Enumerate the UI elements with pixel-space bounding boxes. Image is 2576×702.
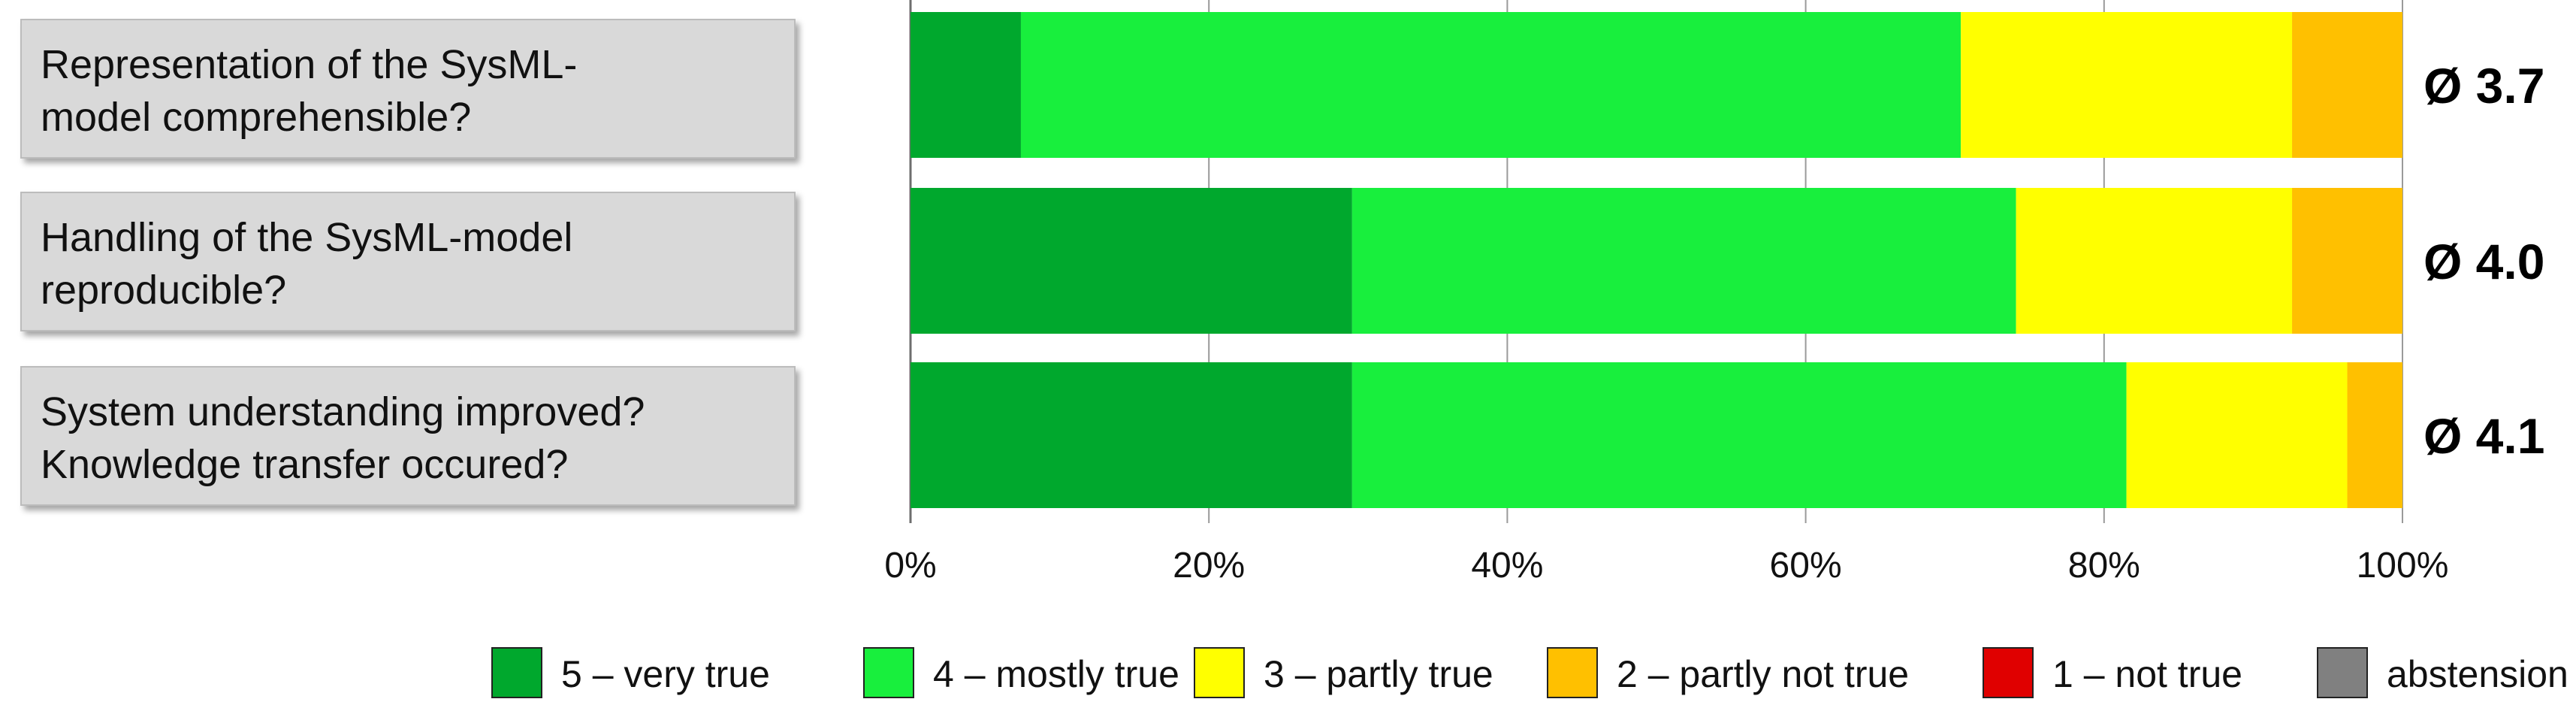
question-label: System understanding improved? [41, 389, 645, 434]
question-box: Representation of the SysML-model compre… [20, 19, 796, 159]
average-score: Ø 3.7 [2423, 58, 2544, 113]
bar-segment [911, 12, 1021, 158]
legend-item: 2 – partly not true [1547, 647, 1909, 698]
bar-segment [1351, 188, 2016, 334]
legend-swatch [1983, 647, 2034, 698]
legend-label: 2 – partly not true [1617, 653, 1909, 695]
average-labels: Ø 3.7 Ø 4.0 Ø 4.1 [2423, 58, 2544, 464]
question-box-background [20, 19, 796, 159]
bar-segment [2292, 12, 2402, 158]
bar-segment [2347, 362, 2402, 508]
bar-segment [1020, 12, 1961, 158]
bar-segment [1961, 12, 2293, 158]
average-score: Ø 4.1 [2423, 408, 2544, 464]
x-tick-label: 40% [1471, 546, 1543, 586]
bar-segment [1351, 362, 2127, 508]
x-tick-label: 80% [2068, 546, 2140, 586]
x-axis-tick-labels: 0% 20% 40% 60% 80% 100% [884, 546, 2448, 586]
x-tick-label: 0% [884, 546, 936, 586]
question-box: System understanding improved? Knowledge … [20, 366, 796, 506]
x-tick-label: 20% [1173, 546, 1245, 586]
question-label: Representation of the SysML- [41, 42, 577, 87]
legend-swatch [1194, 647, 1245, 698]
question-label: reproducible? [41, 268, 286, 313]
legend-label: 1 – not true [2052, 653, 2242, 695]
legend-swatch [2317, 647, 2368, 698]
legend: 5 – very true 4 – mostly true 3 – partly t… [491, 647, 2568, 698]
x-tick-label: 60% [1770, 546, 1842, 586]
legend-swatch [1547, 647, 1598, 698]
bar-segment [2126, 362, 2348, 508]
average-score: Ø 4.0 [2423, 234, 2544, 289]
legend-item: 4 – mostly true [863, 647, 1179, 698]
bar-segment [911, 188, 1352, 334]
legend-label: 5 – very true [561, 653, 770, 695]
question-box-background [20, 192, 796, 331]
legend-label: abstension [2387, 653, 2568, 695]
question-label: Handling of the SysML-model [41, 215, 572, 260]
question-box-background [20, 366, 796, 506]
question-label: model comprehensible? [41, 95, 471, 140]
legend-item: abstension [2317, 647, 2568, 698]
question-labels: Representation of the SysML-model compre… [20, 19, 796, 506]
question-label: Knowledge transfer occured? [41, 442, 568, 487]
legend-label: 3 – partly true [1264, 653, 1493, 695]
legend-item: 1 – not true [1983, 647, 2242, 698]
legend-swatch [863, 647, 914, 698]
legend-item: 3 – partly true [1194, 647, 1493, 698]
question-box: Handling of the SysML-model reproducible? [20, 192, 796, 331]
bar-segment [2016, 188, 2293, 334]
legend-swatch [491, 647, 542, 698]
bar-segment [911, 362, 1352, 508]
bar-segment [2292, 188, 2402, 334]
x-tick-label: 100% [2357, 546, 2449, 586]
legend-label: 4 – mostly true [933, 653, 1179, 695]
legend-item: 5 – very true [491, 647, 770, 698]
stacked-bars [911, 12, 2402, 508]
